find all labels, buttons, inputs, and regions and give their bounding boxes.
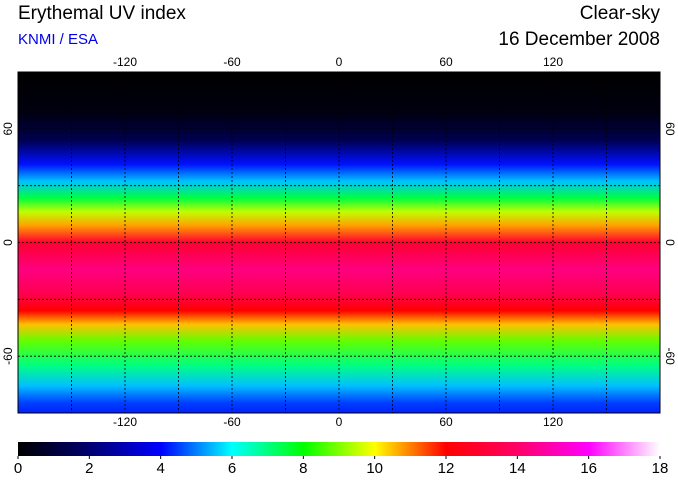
lon-label-top: 120 <box>543 55 563 69</box>
source: KNMI / ESA <box>18 31 98 48</box>
condition: Clear-sky <box>580 3 661 24</box>
lat-label-left: -60 <box>1 347 15 365</box>
map-frame <box>17 71 661 414</box>
lon-label-bottom: 60 <box>439 415 453 429</box>
lon-label-bottom: 0 <box>336 415 343 429</box>
colorbar-label: 8 <box>299 460 307 477</box>
lon-label-top: -60 <box>223 55 241 69</box>
colorbar-label: 14 <box>509 460 526 477</box>
lat-label-right: 60 <box>663 122 677 136</box>
lon-label-bottom: 120 <box>543 415 563 429</box>
colorbar-label: 12 <box>438 460 455 477</box>
lat-label-right: -60 <box>663 347 677 365</box>
lon-label-top: -120 <box>113 55 137 69</box>
colorbar-label: 18 <box>652 460 669 477</box>
colorbar-label: 2 <box>85 460 93 477</box>
title: Erythemal UV index <box>18 3 186 24</box>
colorbar-label: 10 <box>366 460 383 477</box>
lat-label-left: 60 <box>1 122 15 136</box>
lon-label-bottom: -120 <box>113 415 137 429</box>
lat-label-left: 0 <box>1 239 15 246</box>
colorbar <box>18 442 660 456</box>
colorbar-label: 4 <box>156 460 164 477</box>
date: 16 December 2008 <box>498 29 660 50</box>
lat-label-right: 0 <box>663 239 677 246</box>
lon-label-top: 60 <box>439 55 453 69</box>
lon-label-bottom: -60 <box>223 415 241 429</box>
lon-label-top: 0 <box>336 55 343 69</box>
colorbar-label: 16 <box>580 460 597 477</box>
colorbar-label: 0 <box>14 460 22 477</box>
colorbar-label: 6 <box>228 460 236 477</box>
